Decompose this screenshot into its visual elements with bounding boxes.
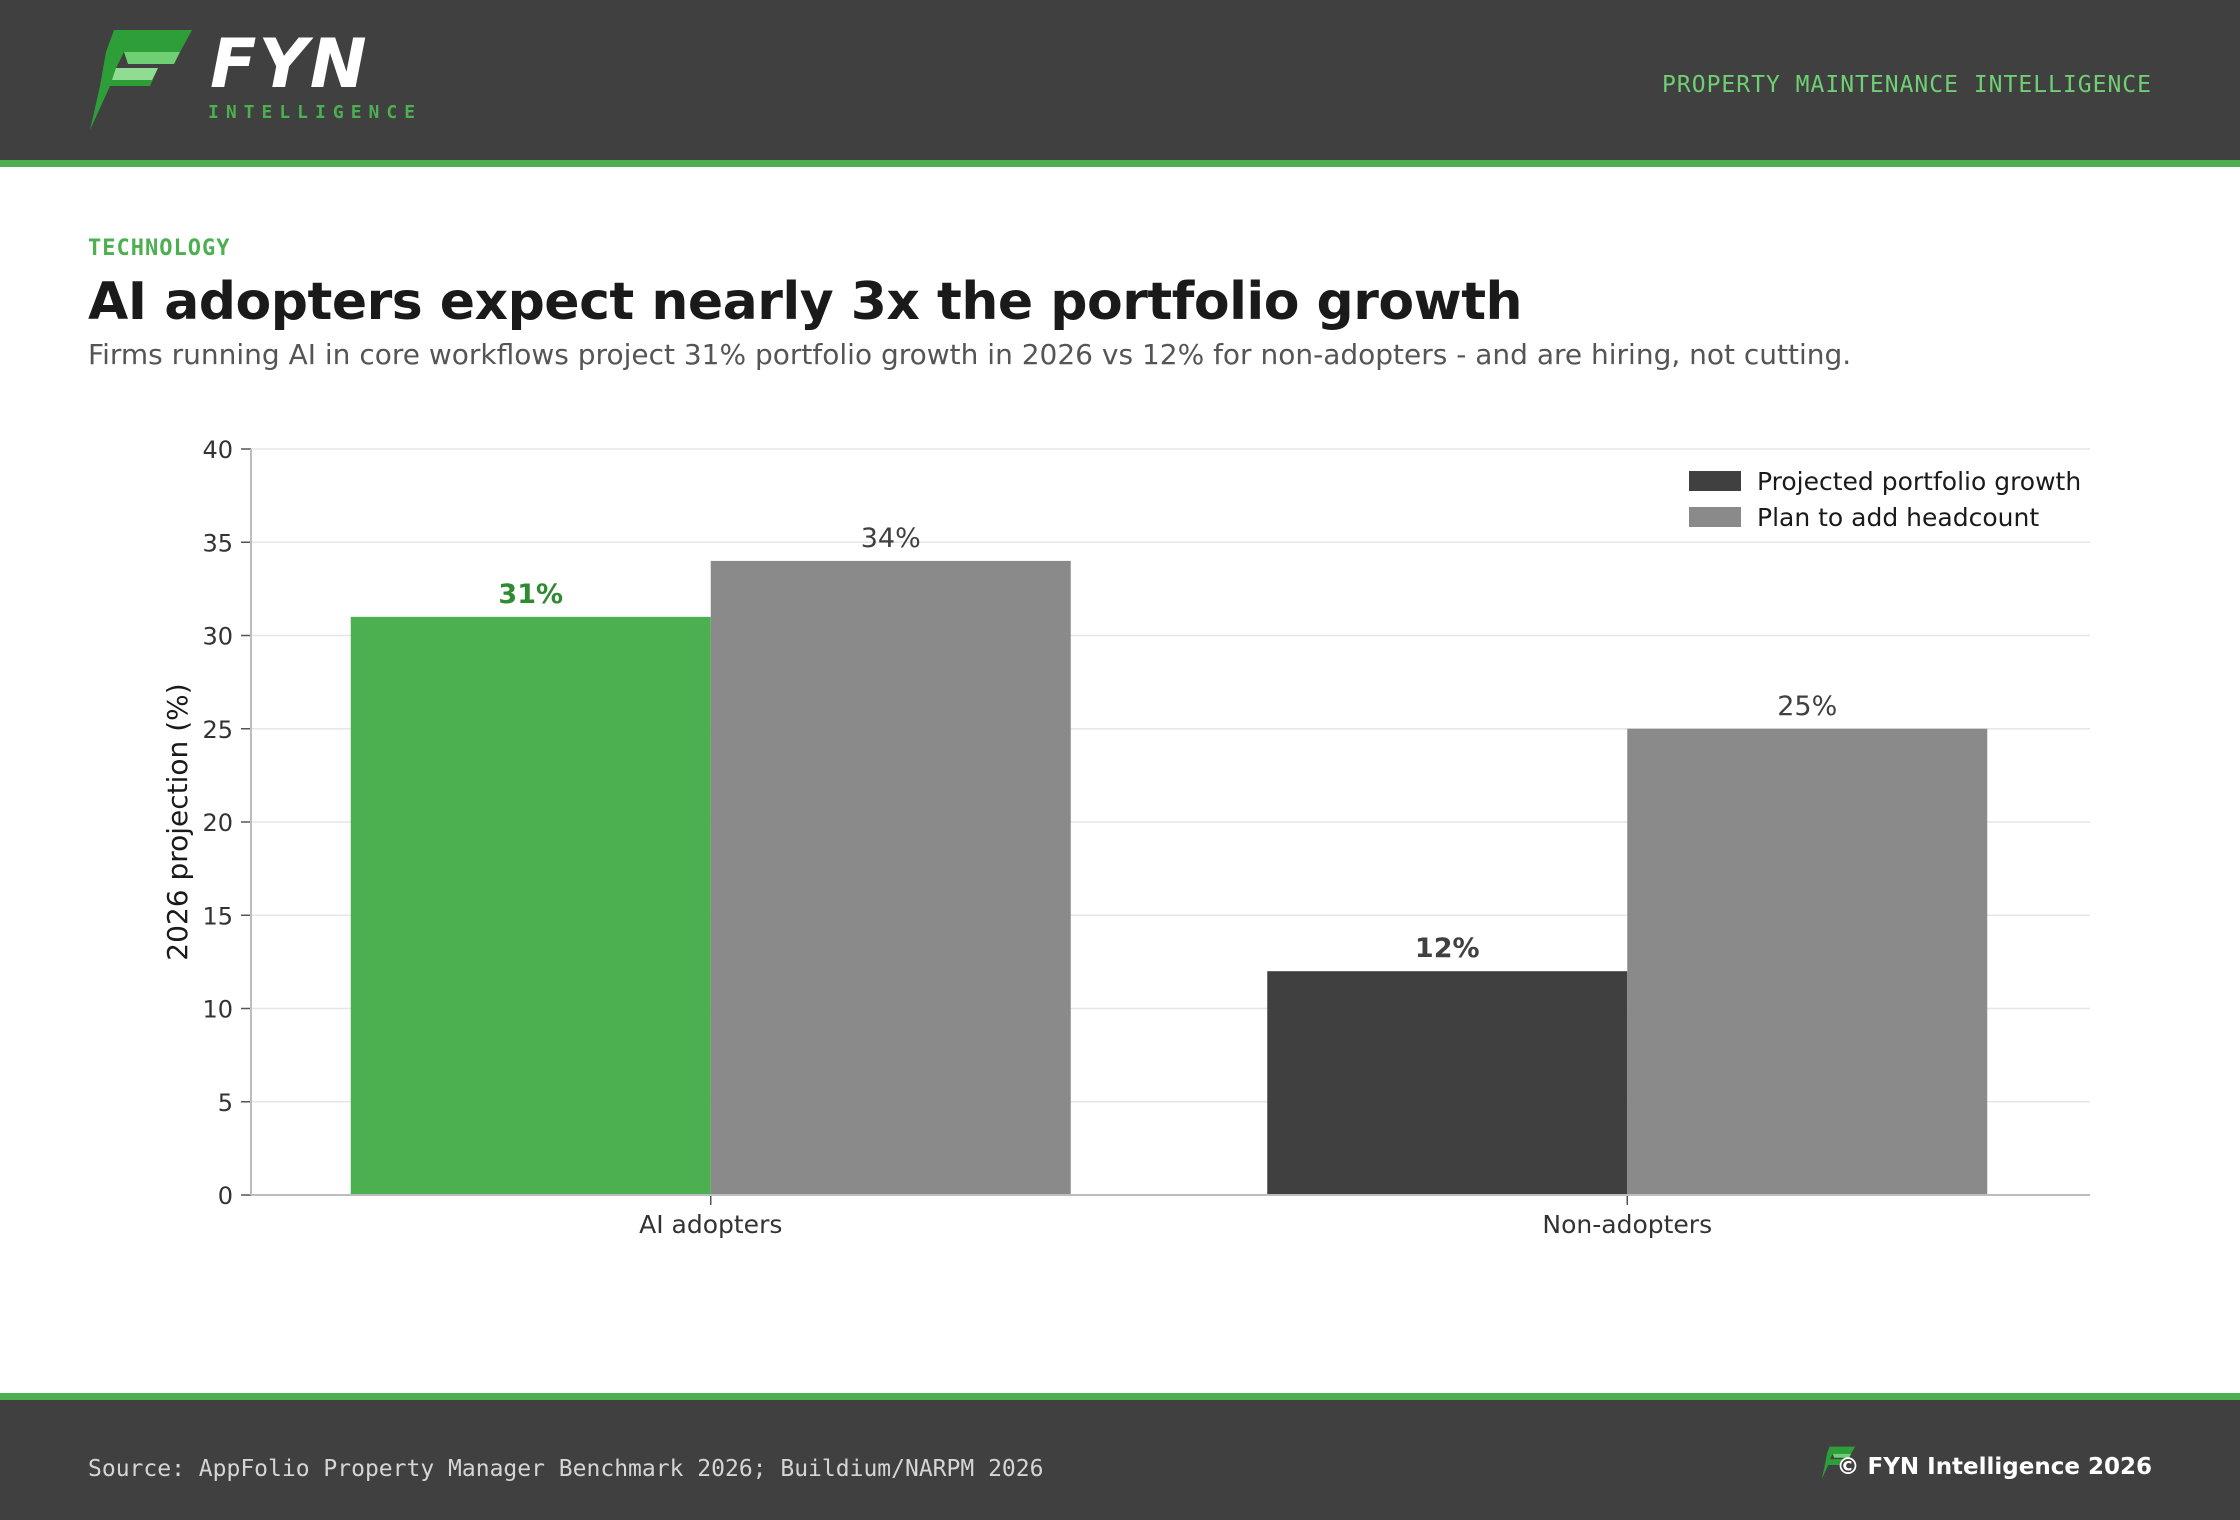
legend-swatch-portfolio-growth	[1689, 471, 1741, 491]
copyright: © FYN Intelligence 2026	[1836, 1454, 2153, 1480]
bar-headcount	[1627, 728, 1988, 1195]
brand-subtitle: INTELLIGENCE	[208, 102, 423, 123]
bar-portfolio-growth	[1267, 971, 1628, 1195]
header-tagline: PROPERTY MAINTENANCE INTELLIGENCE	[1662, 72, 2152, 98]
x-tick-label: AI adopters	[639, 1210, 782, 1239]
bar-chart: 0 5 10 15 20 25 30 35 40 AI adopters 31% 34% Non-ado…	[161, 436, 2090, 1239]
source-note: Source: AppFolio Property Manager Benchm…	[88, 1456, 1044, 1482]
section-eyebrow: TECHNOLOGY	[88, 236, 231, 261]
legend-swatch-headcount	[1689, 507, 1741, 527]
chart-legend: Projected portfolio growth Plan to add h…	[1689, 467, 2081, 532]
fyn-logo-small-icon	[1821, 1446, 1855, 1480]
page-subtitle: Firms running AI in core workflows proje…	[88, 338, 1852, 371]
y-tick-label: 30	[202, 623, 233, 651]
y-axis-label: 2026 projection (%)	[161, 683, 194, 960]
chart-labels: 0 5 10 15 20 25 30 35 40 AI adopters 31% 34% Non-ado…	[202, 436, 1837, 1239]
y-tick-label: 5	[218, 1089, 233, 1117]
bar-headcount	[710, 560, 1071, 1195]
data-label: 12%	[1415, 933, 1480, 964]
page-footer: Source: AppFolio Property Manager Benchm…	[0, 1393, 2240, 1520]
y-tick-label: 10	[202, 996, 233, 1024]
bar-portfolio-growth	[350, 616, 711, 1195]
y-tick-label: 40	[202, 436, 233, 464]
chart-bars	[350, 560, 1988, 1195]
page-header: FYN INTELLIGENCE PROPERTY MAINTENANCE IN…	[0, 0, 2240, 167]
y-tick-label: 25	[202, 716, 233, 744]
data-label: 31%	[498, 579, 563, 610]
y-tick-label: 0	[218, 1182, 233, 1210]
data-label: 25%	[1777, 691, 1837, 722]
fyn-logo-icon	[90, 30, 192, 130]
legend-label-portfolio-growth: Projected portfolio growth	[1757, 467, 2081, 496]
page-title: AI adopters expect nearly 3x the portfol…	[88, 272, 1523, 332]
y-tick-label: 20	[202, 809, 233, 837]
legend-label-headcount: Plan to add headcount	[1757, 503, 2039, 532]
y-tick-label: 15	[202, 902, 233, 930]
data-label: 34%	[861, 523, 921, 554]
chart-axes	[250, 449, 2090, 1196]
brand-name: FYN	[210, 25, 369, 104]
y-tick-label: 35	[202, 529, 233, 557]
x-tick-label: Non-adopters	[1542, 1210, 1712, 1239]
